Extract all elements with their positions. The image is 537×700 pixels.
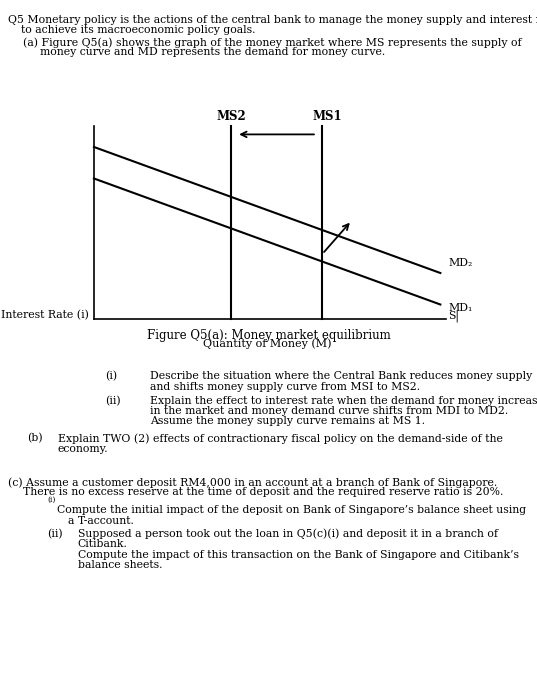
Text: (ii): (ii) — [47, 528, 63, 539]
Text: Figure Q5(a): Money market equilibrium: Figure Q5(a): Money market equilibrium — [147, 329, 390, 342]
Text: MD₂: MD₂ — [448, 258, 473, 267]
Text: Explain TWO (2) effects of contractionary fiscal policy on the demand-side of th: Explain TWO (2) effects of contractionar… — [58, 433, 503, 444]
Text: economy.: economy. — [58, 444, 108, 454]
Text: a T-account.: a T-account. — [68, 516, 134, 526]
Text: money curve and MD represents the demand for money curve.: money curve and MD represents the demand… — [40, 47, 386, 57]
Text: Compute the initial impact of the deposit on Bank of Singapore’s balance sheet u: Compute the initial impact of the deposi… — [57, 505, 526, 515]
Text: Q5 Monetary policy is the actions of the central bank to manage the money supply: Q5 Monetary policy is the actions of the… — [8, 15, 537, 25]
Text: Assume the money supply curve remains at MS 1.: Assume the money supply curve remains at… — [150, 416, 425, 426]
Text: (a) Figure Q5(a) shows the graph of the money market where MS represents the sup: (a) Figure Q5(a) shows the graph of the … — [23, 37, 521, 48]
Text: MS2: MS2 — [216, 109, 246, 122]
Text: Interest Rate (i): Interest Rate (i) — [1, 310, 89, 320]
Text: (i): (i) — [105, 371, 117, 382]
Text: Compute the impact of this transaction on the Bank of Singapore and Citibank’s: Compute the impact of this transaction o… — [78, 550, 519, 559]
Text: and shifts money supply curve from MSI to MS2.: and shifts money supply curve from MSI t… — [150, 382, 420, 391]
Text: (b): (b) — [27, 433, 42, 444]
Text: Explain the effect to interest rate when the demand for money increase: Explain the effect to interest rate when… — [150, 395, 537, 405]
Text: S|: S| — [448, 311, 459, 322]
Text: Quantity of Money (M): Quantity of Money (M) — [203, 338, 331, 349]
Text: (ii): (ii) — [105, 395, 120, 406]
Text: to achieve its macroeconomic policy goals.: to achieve its macroeconomic policy goal… — [21, 25, 256, 35]
Text: in the market and money demand curve shifts from MDI to MD2.: in the market and money demand curve shi… — [150, 406, 509, 416]
Text: MS1: MS1 — [313, 109, 343, 122]
Text: MD₁: MD₁ — [448, 303, 473, 313]
Text: balance sheets.: balance sheets. — [78, 560, 162, 570]
Text: There is no excess reserve at the time of deposit and the required reserve ratio: There is no excess reserve at the time o… — [23, 487, 504, 497]
Text: (i): (i) — [47, 496, 56, 504]
Text: (c) Assume a customer deposit RM4,000 in an account at a branch of Bank of Singa: (c) Assume a customer deposit RM4,000 in… — [8, 477, 497, 488]
Text: Citibank.: Citibank. — [78, 539, 128, 549]
Text: Describe the situation where the Central Bank reduces money supply: Describe the situation where the Central… — [150, 371, 533, 381]
Text: Supposed a person took out the loan in Q5(c)(i) and deposit it in a branch of: Supposed a person took out the loan in Q… — [78, 528, 498, 539]
